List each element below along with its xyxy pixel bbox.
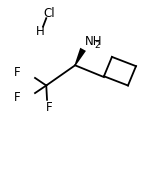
Text: F: F <box>14 91 21 104</box>
Polygon shape <box>74 48 86 66</box>
Text: Cl: Cl <box>44 7 55 20</box>
Text: 2: 2 <box>95 41 100 50</box>
Text: F: F <box>46 101 53 114</box>
Text: H: H <box>36 25 44 38</box>
Text: NH: NH <box>85 35 102 48</box>
Text: F: F <box>14 65 21 78</box>
